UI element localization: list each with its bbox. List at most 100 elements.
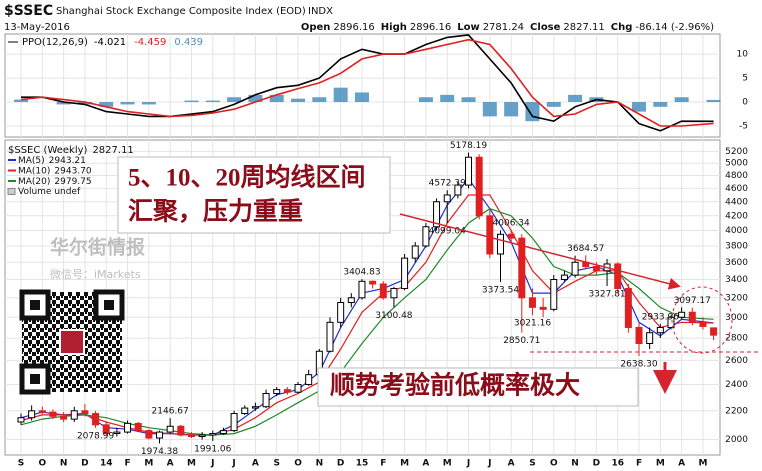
- candle-body: [17, 417, 25, 423]
- candle-body: [230, 413, 238, 432]
- candle-body: [187, 434, 195, 438]
- x-tick-label: M: [187, 459, 196, 469]
- quote-label: Chg: [611, 22, 633, 33]
- y-tick-label: 2800: [725, 334, 748, 344]
- histogram-bar: [120, 102, 135, 105]
- quote-value: 2781.24: [483, 22, 524, 33]
- candle-body: [177, 425, 185, 436]
- histogram-bar: [674, 97, 689, 103]
- price-annotation: 3404.83: [343, 268, 380, 278]
- quote-value: 2896.16: [410, 22, 451, 33]
- index-name: Shanghai Stock Exchange Composite Index …: [56, 6, 306, 17]
- candle-body: [390, 288, 398, 299]
- arrow: [399, 213, 681, 290]
- y-tick-label: 3800: [725, 241, 748, 251]
- candle-body: [379, 283, 387, 299]
- histogram-bar: [291, 98, 306, 103]
- quote-label: Open: [301, 22, 331, 33]
- x-tick-label: 15: [356, 459, 369, 469]
- y-tick-label: 5000: [725, 159, 748, 169]
- price-annotation: 3327.81: [588, 289, 625, 299]
- candle-body: [92, 413, 100, 426]
- symbol: $SSEC: [4, 3, 53, 19]
- legend-name: MA(20): [18, 177, 50, 187]
- y-tick-label: 2600: [725, 356, 748, 366]
- y-tick-label: -5: [739, 121, 748, 131]
- y-tick-label: 3600: [725, 258, 748, 268]
- histogram-bar: [184, 100, 199, 103]
- y-tick-label: 10: [737, 50, 749, 60]
- histogram-bar: [706, 99, 721, 103]
- x-tick-label: M: [144, 459, 153, 469]
- y-tick-label: 4000: [725, 226, 748, 236]
- ppo-layer: -5 0 5 10 PPO(12,26,9) -4.021 -4.459 0.439: [5, 34, 748, 137]
- price-annotation: 4099.04: [429, 227, 466, 237]
- candle-body: [614, 263, 622, 290]
- date: 13-May-2016: [4, 22, 70, 33]
- price-annotation: 1974.38: [141, 447, 178, 457]
- legend-value: 0.439: [174, 37, 203, 48]
- candle-body: [294, 384, 302, 393]
- candle-body: [347, 297, 355, 304]
- x-tick-label: A: [422, 459, 429, 469]
- qr-code: [19, 289, 125, 395]
- candle-body: [145, 430, 153, 439]
- candle-body: [401, 257, 409, 290]
- x-tick-label: S: [273, 459, 279, 469]
- histogram-bar: [141, 102, 156, 105]
- x-tick-label: 14: [100, 459, 113, 469]
- price-annotation: 4006.34: [493, 219, 530, 229]
- x-tick-label: F: [124, 459, 130, 469]
- price-annotation: 2933.96: [642, 312, 679, 322]
- x-tick-label: O: [550, 459, 558, 469]
- legend-title: $SSEC (Weekly) 2827.11: [8, 145, 134, 156]
- price-annotation: 3021.16: [514, 319, 551, 329]
- x-tick-label: M: [400, 459, 409, 469]
- histogram-bar: [461, 97, 476, 103]
- x-tick-label: J: [210, 459, 214, 469]
- price-annotation: 5178.19: [450, 141, 487, 151]
- candle-body: [70, 410, 78, 420]
- histogram-bar: [269, 94, 284, 103]
- candle-body: [219, 430, 227, 435]
- candle-body: [209, 433, 217, 436]
- price-annotation: 1991.06: [194, 444, 231, 454]
- quote: Open 2896.16 High 2896.16 Low 2781.24 Close 282…: [301, 22, 714, 33]
- price-annotation: 2638.30: [620, 360, 657, 370]
- x-tick-label: F: [380, 459, 386, 469]
- note: 5、10、20周均线区间: [128, 163, 366, 192]
- candle-body: [241, 407, 249, 415]
- x-tick-label: D: [81, 459, 88, 469]
- legend-value: 2943.70: [54, 166, 91, 176]
- x-tick-label: J: [231, 459, 235, 469]
- candle-body: [113, 431, 121, 435]
- candle-body: [475, 156, 483, 217]
- candle-body: [198, 434, 206, 438]
- x-tick-label: A: [252, 459, 259, 469]
- y-tick-label: 0: [742, 98, 748, 108]
- x-tick-label: A: [167, 459, 174, 469]
- x-tick-label: M: [443, 459, 452, 469]
- candle-body: [688, 311, 696, 323]
- histogram-bar: [653, 102, 668, 107]
- price-annotation: 2850.71: [503, 336, 540, 346]
- candle-body: [667, 316, 675, 328]
- histogram-bar: [546, 102, 561, 107]
- candle-body: [465, 156, 473, 186]
- candle-body: [156, 431, 164, 439]
- legend-entry: MA(5) 2943.21: [18, 156, 86, 166]
- candle-body: [710, 327, 718, 336]
- candle-body: [656, 326, 664, 334]
- candle-body: [166, 425, 174, 433]
- legend-entry: MA(10) 2943.70: [18, 166, 92, 176]
- legend-value: 2827.11: [92, 145, 133, 156]
- histogram-bar: [77, 102, 92, 105]
- histogram-bar: [248, 94, 263, 103]
- x-tick-label: O: [294, 459, 302, 469]
- quote-value: 2896.16: [333, 22, 374, 33]
- candle-body: [273, 389, 281, 394]
- y-tick-label: 5200: [725, 147, 748, 157]
- x-tick-label: S: [529, 459, 535, 469]
- candle-body: [60, 415, 68, 420]
